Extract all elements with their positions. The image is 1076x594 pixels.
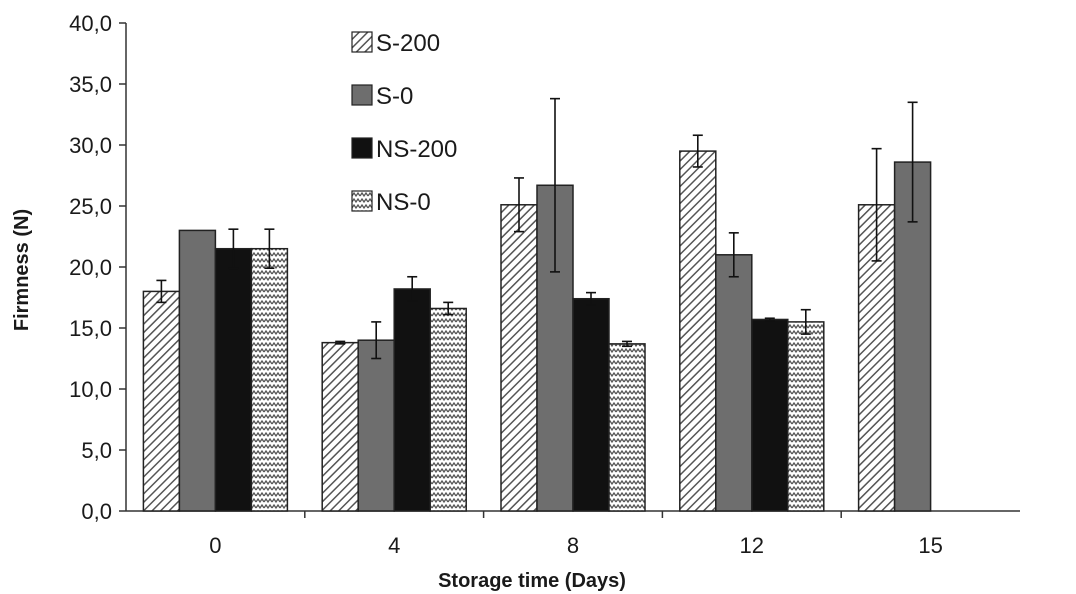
bar-ns-0 xyxy=(429,307,467,512)
bar-ns-0 xyxy=(608,343,646,512)
bar-ns-0 xyxy=(787,321,825,512)
legend-label-s-0: S-0 xyxy=(376,83,413,110)
bar-ns-200 xyxy=(393,288,431,512)
plot-area: 0,0 5,0 10,0 15,0 20,0 25,0 30,0 35,0 40,0 0 4 8 12 1… xyxy=(69,11,1020,558)
legend-label-ns-200: NS-200 xyxy=(376,136,457,163)
legend-label-s-200: S-200 xyxy=(376,30,440,57)
x-tick-label: 4 xyxy=(388,533,400,558)
y-tick-label: 5,0 xyxy=(81,438,112,463)
bar-ns-200 xyxy=(572,297,610,512)
x-tick-label: 15 xyxy=(918,533,942,558)
y-tick-label: 25,0 xyxy=(69,194,112,219)
legend-swatch-s-200 xyxy=(351,31,373,53)
bar-s-200 xyxy=(500,204,538,512)
x-tick-label: 0 xyxy=(209,533,221,558)
bar-ns-200 xyxy=(751,318,789,512)
bar-s-0 xyxy=(715,254,753,512)
bar-s-200 xyxy=(321,341,359,512)
y-tick-label: 20,0 xyxy=(69,255,112,280)
y-tick-label: 40,0 xyxy=(69,11,112,36)
legend-swatch-ns-200 xyxy=(351,137,373,159)
bar-s-200 xyxy=(142,290,181,512)
y-tick-label: 30,0 xyxy=(69,133,112,158)
bar-ns-0 xyxy=(250,247,289,512)
legend-swatch-ns-0 xyxy=(351,190,373,212)
y-tick-label: 0,0 xyxy=(81,499,112,524)
x-tick-label: 8 xyxy=(567,533,579,558)
x-axis-title: Storage time (Days) xyxy=(438,570,626,592)
x-tick-label: 12 xyxy=(740,533,764,558)
legend: S-200 S-0 NS-200 NS-0 xyxy=(351,30,457,216)
y-axis-title: Firmness (N) xyxy=(11,209,33,331)
bar-s-200 xyxy=(679,150,717,512)
bar-ns-200 xyxy=(214,247,253,512)
y-tick-label: 15,0 xyxy=(69,316,112,341)
y-tick-label: 10,0 xyxy=(69,377,112,402)
y-tick-label: 35,0 xyxy=(69,72,112,97)
bar-s-0 xyxy=(178,229,217,512)
legend-swatch-s-0 xyxy=(351,84,373,106)
bar-s-0 xyxy=(357,339,395,512)
legend-label-ns-0: NS-0 xyxy=(376,189,431,216)
